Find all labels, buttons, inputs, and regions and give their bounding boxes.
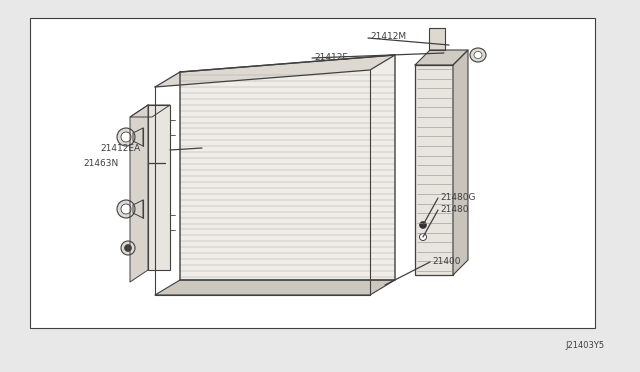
Ellipse shape [117,200,135,218]
Ellipse shape [474,51,482,58]
Text: 21412EA: 21412EA [100,144,140,153]
Polygon shape [415,50,468,65]
Polygon shape [155,280,395,295]
Text: J21403Y5: J21403Y5 [565,340,604,350]
Ellipse shape [121,241,135,255]
Text: 21463N: 21463N [83,158,118,167]
Polygon shape [429,28,445,50]
Circle shape [419,234,426,241]
Polygon shape [130,105,148,282]
Text: 21412M: 21412M [370,32,406,41]
Text: 21480G: 21480G [440,192,476,202]
Bar [415,65,453,275]
Ellipse shape [121,204,131,214]
Ellipse shape [121,132,131,142]
Circle shape [419,221,426,228]
Bar [148,105,170,270]
Bar [30,18,595,328]
Polygon shape [180,55,395,280]
Text: 21480: 21480 [440,205,468,214]
Polygon shape [155,55,395,87]
Ellipse shape [117,128,135,146]
Polygon shape [453,50,468,275]
Ellipse shape [125,244,131,251]
Text: 21412E: 21412E [314,52,348,61]
Text: 21400: 21400 [432,257,461,266]
Ellipse shape [470,48,486,62]
